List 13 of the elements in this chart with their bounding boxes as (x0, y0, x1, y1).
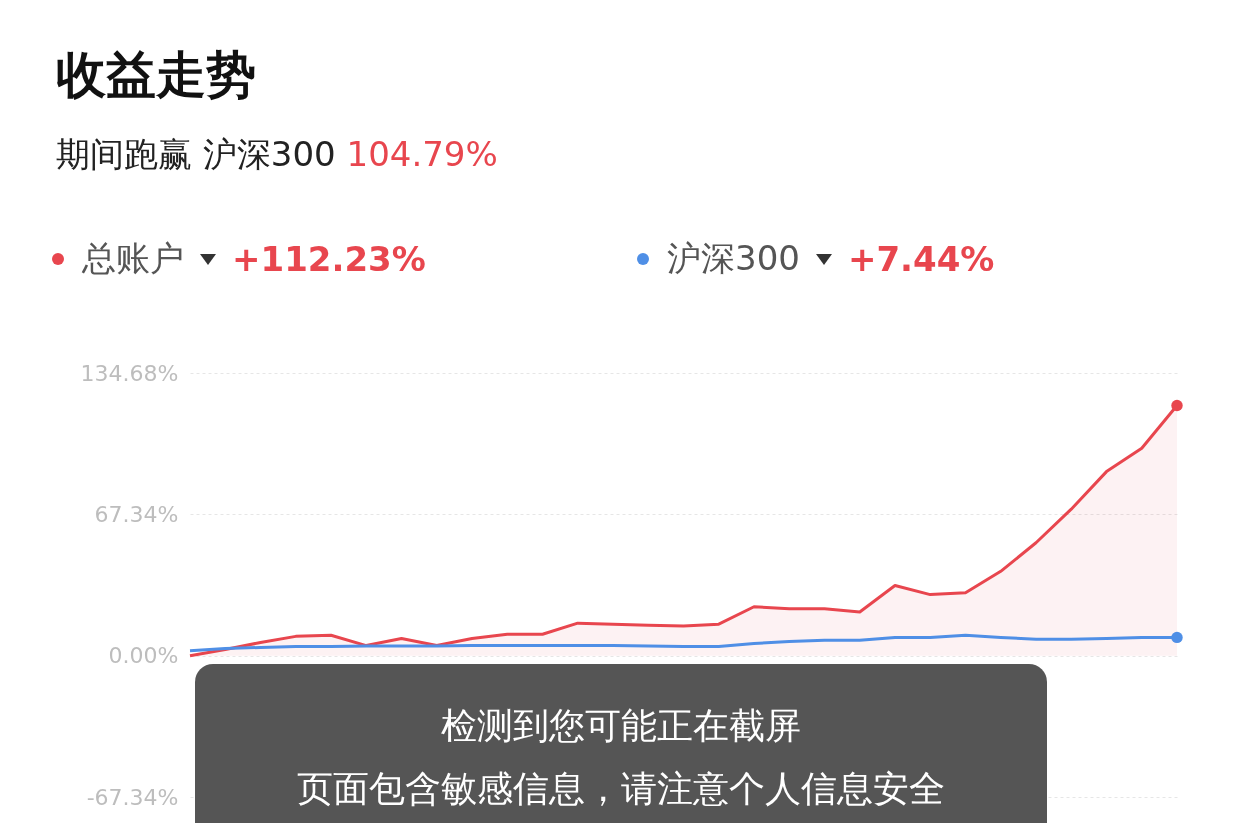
chart-subtitle: 期间跑赢 沪深300 104.79% (56, 134, 498, 174)
annotation: 检测到您可能正在截屏 (440, 704, 802, 748)
chart-title: 收益走势 (56, 45, 256, 106)
legend-label: 总账户 (82, 237, 184, 280)
text: +112.23% (232, 239, 426, 279)
y-tick-label: 134.68% (80, 360, 179, 386)
annotation: 页面包含敏感信息，请注意个人信息安全 (296, 767, 946, 811)
legend-label: 沪深300 (667, 237, 800, 280)
y-tick-label: -67.34% (86, 784, 179, 810)
text: +7.44% (847, 239, 995, 279)
toast-panel: 检测到您可能正在截屏 页面包含敏感信息，请注意个人信息安全 (195, 664, 1047, 823)
y-tick-label: 67.34% (94, 501, 179, 527)
y-tick-label: 0.00% (108, 643, 179, 669)
